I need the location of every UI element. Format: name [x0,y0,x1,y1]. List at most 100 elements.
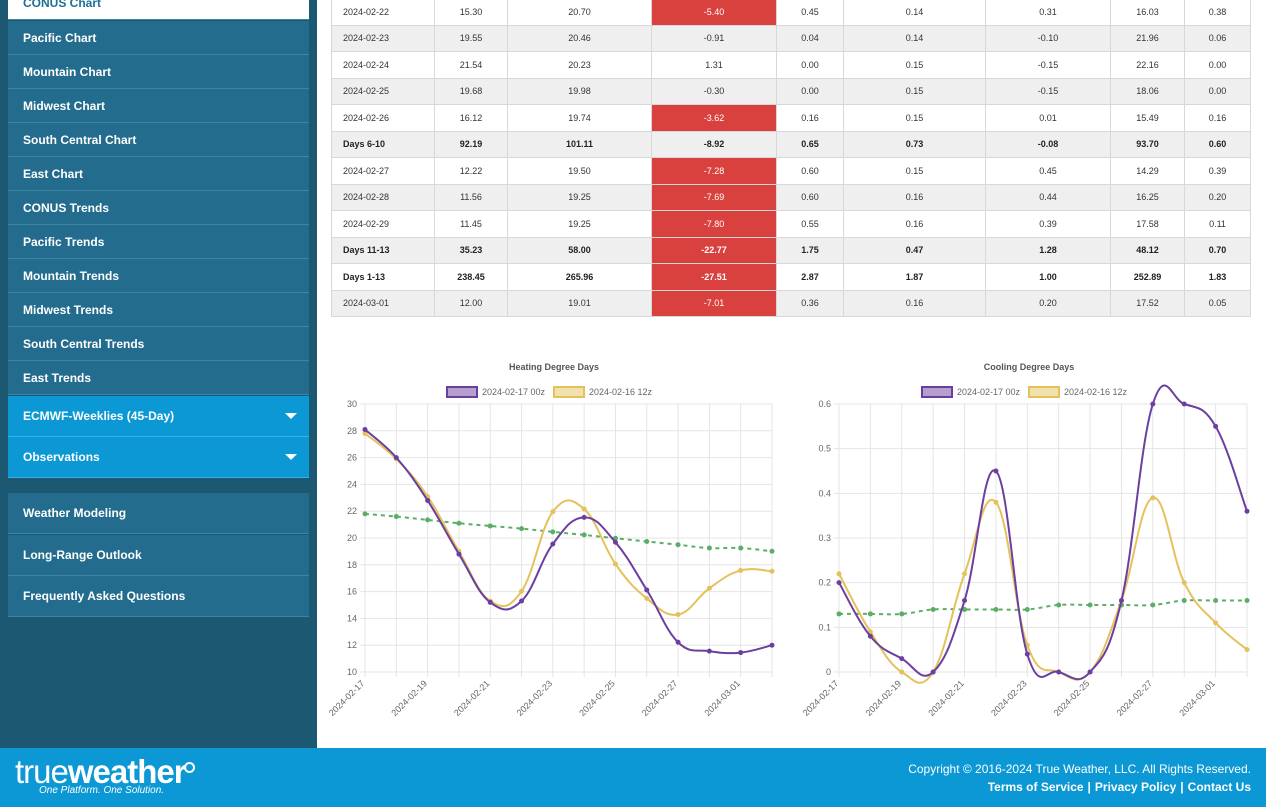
table-cell: 0.44 [985,184,1110,210]
data-point [1150,495,1156,501]
data-point [487,599,493,605]
table-cell: 0.16 [776,105,843,131]
data-point [836,611,842,617]
data-point [993,468,999,474]
nav-item[interactable]: South Central Chart [8,123,309,157]
logo-light: true [15,753,69,790]
footer-link[interactable]: Terms of Service [987,780,1084,794]
table-cell: 16.12 [434,105,507,131]
table-cell: -7.01 [651,290,776,316]
legend-label: 2024-02-17 00z [957,387,1021,397]
table-cell: 14.29 [1110,158,1184,184]
table-cell: -22.77 [651,237,776,263]
nav-item[interactable]: Pacific Trends [8,225,309,259]
table-row: Days 11-13 35.23 58.00 -22.77 1.75 0.47 1.28 48… [331,237,1251,264]
data-point [393,514,399,520]
data-point [962,598,968,604]
legend-swatch [921,386,953,398]
data-point [1024,606,1030,612]
legend-swatch [553,386,585,398]
data-point [612,539,618,545]
table-cell: 101.11 [507,131,651,157]
table-cell: 2.87 [776,264,843,290]
nav-item[interactable]: CONUS Chart [8,0,309,20]
data-point [836,571,842,577]
table-cell: 0.60 [776,158,843,184]
data-point [1150,602,1156,608]
nav-item[interactable]: CONUS Trends [8,191,309,225]
separator: | [1180,780,1184,794]
nav-item[interactable]: Mountain Chart [8,55,309,89]
nav-item[interactable]: Midwest Trends [8,293,309,327]
data-point [487,523,493,529]
data-point [769,642,775,648]
series-line [364,428,773,655]
data-point [1244,647,1250,653]
table-cell: -7.28 [651,158,776,184]
chart-title: Heating Degree Days [509,362,599,372]
x-tick-label: 2024-03-01 [702,678,742,718]
data-point [1213,620,1219,626]
nav-link[interactable]: Weather Modeling [8,493,309,534]
table-cell: 19.01 [507,290,651,316]
table-cell: 21.54 [434,52,507,78]
nav-dropdown[interactable]: Observations [8,437,309,478]
y-tick-label: 30 [347,399,357,409]
footer-links: Terms of Service | Privacy Policy | Contact … [988,780,1251,794]
tagline: One Platform. One Solution. [39,785,165,796]
nav-item[interactable]: Midwest Chart [8,89,309,123]
nav-link[interactable]: Frequently Asked Questions [8,576,309,617]
table-cell: 20.46 [507,25,651,51]
footer-link[interactable]: Contact Us [1187,780,1251,794]
table-cell: 0.15 [843,158,985,184]
table-cell: 1.83 [1184,264,1251,290]
y-tick-label: 24 [347,479,357,489]
nav-link[interactable]: Long-Range Outlook [8,534,309,576]
y-tick-label: 22 [347,506,357,516]
table-cell: 2024-02-25 [331,78,434,104]
x-tick-label: 2024-02-21 [452,678,492,718]
table-cell: 265.96 [507,264,651,290]
nav-item[interactable]: South Central Trends [8,327,309,361]
logo-bold: weather [67,753,187,790]
data-point [362,430,368,436]
charts: Heating Degree Days 2024-02-17 00z 2024-02… [327,362,1250,718]
table-row: 2024-02-25 19.68 19.98 -0.30 0.00 0.15 -0.15 18… [331,78,1251,105]
nav-item[interactable]: East Chart [8,157,309,191]
nav-dropdown[interactable]: ECMWF-Weeklies (45-Day) [8,396,309,437]
table-cell: 0.16 [843,211,985,237]
table-cell: Days 6-10 [331,131,434,157]
table-cell: 0.55 [776,211,843,237]
table-cell: -7.80 [651,211,776,237]
table-cell: 0.16 [1184,105,1251,131]
nav-item[interactable]: Mountain Trends [8,259,309,293]
footer-link[interactable]: Privacy Policy [1094,780,1177,794]
y-tick-label: 0.3 [818,533,831,543]
sidebar: CONUS Chart Pacific Chart Mountain Chart Mi… [0,0,317,748]
table-cell: 2024-02-26 [331,105,434,131]
table-cell: 0.65 [776,131,843,157]
y-tick-label: 0.6 [818,399,831,409]
data-point [1213,423,1219,429]
table-cell: 238.45 [434,264,507,290]
series-line [364,432,773,616]
x-tick-label: 2024-02-19 [864,678,904,718]
table-cell: -0.91 [651,25,776,51]
table-cell: -0.15 [985,78,1110,104]
table-cell: 0.20 [1184,184,1251,210]
data-point [930,669,936,675]
table-cell: 19.55 [434,25,507,51]
table-cell: 0.04 [776,25,843,51]
y-tick-label: 0 [826,667,831,677]
legend-label: 2024-02-16 12z [589,387,653,397]
nav-item[interactable]: Pacific Chart [8,21,309,55]
table-cell: Days 1-13 [331,264,434,290]
table-cell: 0.36 [776,290,843,316]
data-point [930,606,936,612]
table-cell: 11.56 [434,184,507,210]
nav-item[interactable]: East Trends [8,361,309,395]
table-cell: 1.28 [985,237,1110,263]
legend-label: 2024-02-17 00z [482,387,546,397]
table-cell: 1.87 [843,264,985,290]
data-point [675,612,681,618]
